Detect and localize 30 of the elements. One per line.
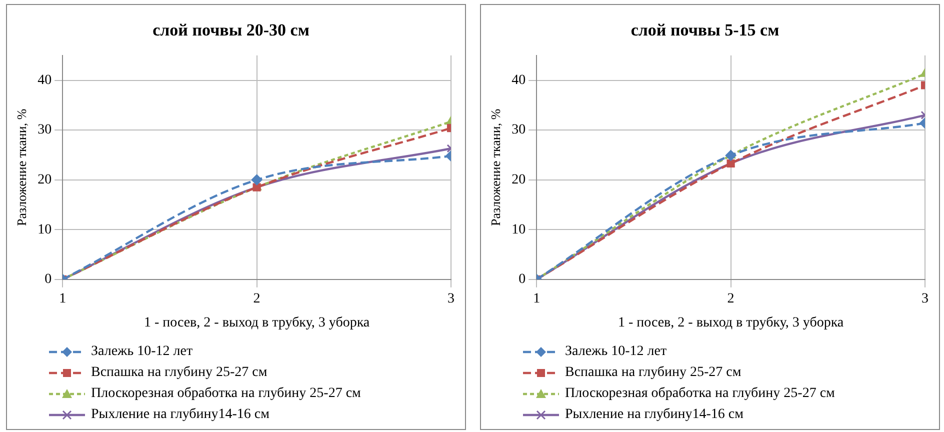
legend-label: Залежь 10-12 лет [91, 344, 193, 360]
y-axis-title: Разложение ткани, % [14, 108, 30, 226]
legend-label: Вспашка на глубину 25-27 см [565, 364, 742, 380]
y-tick-label: 0 [44, 272, 52, 288]
x-tick-label: 2 [727, 291, 734, 306]
x-tick-label: 2 [253, 291, 260, 306]
y-axis-title: Разложение ткани, % [488, 108, 504, 226]
y-tick-label: 0 [518, 272, 526, 288]
y-tick-label: 10 [38, 222, 52, 238]
x-axis-title: 1 - посев, 2 - выход в трубку, 3 уборка [144, 315, 370, 330]
legend-label: Залежь 10-12 лет [565, 344, 667, 360]
x-tick-label: 1 [59, 291, 66, 306]
legend-label: Плоскорезная обработка на глубину 25-27 см [565, 386, 835, 402]
x-tick-label: 3 [922, 291, 928, 306]
legend-label: Рыхление на глубину14-16 см [91, 406, 270, 422]
x-tick-label: 3 [448, 291, 454, 306]
y-tick-label: 40 [38, 72, 52, 88]
chart-title: слой почвы 5-15 см [630, 20, 780, 40]
legend-label: Плоскорезная обработка на глубину 25-27 см [91, 386, 361, 402]
y-tick-label: 30 [512, 122, 526, 138]
legend-label: Рыхление на глубину14-16 см [565, 406, 744, 422]
chart-title: слой почвы 20-30 см [152, 20, 310, 40]
y-tick-label: 20 [38, 172, 52, 188]
y-tick-label: 10 [512, 222, 526, 238]
y-tick-label: 40 [512, 72, 526, 88]
y-tick-label: 30 [38, 122, 52, 138]
x-tick-label: 1 [533, 291, 540, 306]
x-axis-title: 1 - посев, 2 - выход в трубку, 3 уборка [618, 315, 844, 330]
legend-label: Вспашка на глубину 25-27 см [91, 364, 268, 380]
y-tick-label: 20 [512, 172, 526, 188]
